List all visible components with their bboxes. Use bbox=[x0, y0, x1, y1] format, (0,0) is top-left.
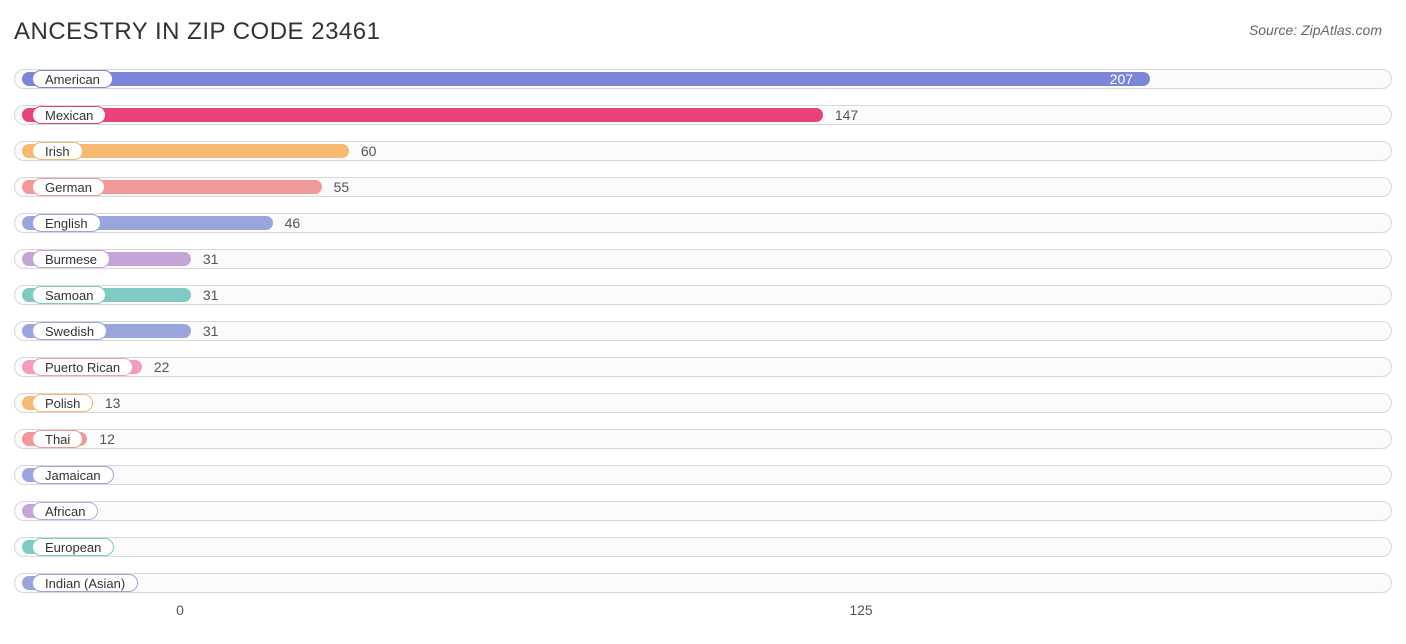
category-label: English bbox=[32, 214, 101, 232]
bar-value: 13 bbox=[105, 394, 121, 412]
category-label: African bbox=[32, 502, 98, 520]
header: ANCESTRY IN ZIP CODE 23461 Source: ZipAt… bbox=[14, 18, 1392, 46]
bar-row: 147 Mexican bbox=[14, 100, 1392, 130]
axis-tick: 125 bbox=[849, 602, 872, 618]
bar-row: 13 Polish bbox=[14, 388, 1392, 418]
bar-value: 12 bbox=[99, 430, 115, 448]
bar-row: 12 Thai bbox=[14, 424, 1392, 454]
bar-value: 60 bbox=[361, 142, 377, 160]
category-label: German bbox=[32, 178, 105, 196]
category-label: American bbox=[32, 70, 113, 88]
chart-area: 207 American 147 Mexican 60 Irish 55 German 46 En… bbox=[14, 64, 1392, 598]
bar-track bbox=[14, 321, 1392, 341]
chart-container: ANCESTRY IN ZIP CODE 23461 Source: ZipAt… bbox=[0, 0, 1406, 644]
category-label: Indian (Asian) bbox=[32, 574, 138, 592]
chart-title: ANCESTRY IN ZIP CODE 23461 bbox=[14, 18, 380, 46]
bar-track bbox=[14, 393, 1392, 413]
axis-tick: 0 bbox=[176, 602, 184, 618]
source-label: Source: ZipAtlas.com bbox=[1249, 18, 1392, 38]
category-label: Irish bbox=[32, 142, 83, 160]
bar-track bbox=[14, 357, 1392, 377]
category-label: Thai bbox=[32, 430, 83, 448]
x-axis: 0125250 bbox=[14, 602, 1392, 632]
bar-row: 207 American bbox=[14, 64, 1392, 94]
bar-row: 9Jamaican bbox=[14, 460, 1392, 490]
bar-row: 22 Puerto Rican bbox=[14, 352, 1392, 382]
category-label: Jamaican bbox=[32, 466, 114, 484]
bar-track bbox=[14, 429, 1392, 449]
bar-value: 31 bbox=[203, 322, 219, 340]
bar-track bbox=[14, 285, 1392, 305]
bar-track bbox=[14, 501, 1392, 521]
bar-value: 31 bbox=[203, 250, 219, 268]
bar-fill bbox=[22, 72, 1150, 86]
bar-row: 31 Swedish bbox=[14, 316, 1392, 346]
category-label: Swedish bbox=[32, 322, 107, 340]
bar-row: 46 English bbox=[14, 208, 1392, 238]
bar-row: 31 Samoan bbox=[14, 280, 1392, 310]
bar-value: 46 bbox=[285, 214, 301, 232]
bar-fill bbox=[22, 108, 823, 122]
category-label: European bbox=[32, 538, 114, 556]
bar-track bbox=[14, 465, 1392, 485]
bar-row: 60 Irish bbox=[14, 136, 1392, 166]
category-label: Mexican bbox=[32, 106, 106, 124]
bar-value: 31 bbox=[203, 286, 219, 304]
bar-track bbox=[14, 537, 1392, 557]
bar-row: 8European bbox=[14, 532, 1392, 562]
bar-track bbox=[14, 249, 1392, 269]
bar-value: 207 bbox=[1110, 70, 1133, 88]
bar-row: 8African bbox=[14, 496, 1392, 526]
bar-row: 31 Burmese bbox=[14, 244, 1392, 274]
bar-value: 22 bbox=[154, 358, 170, 376]
bar-value: 55 bbox=[334, 178, 350, 196]
bar-row: 8Indian (Asian) bbox=[14, 568, 1392, 598]
category-label: Puerto Rican bbox=[32, 358, 133, 376]
bar-row: 55 German bbox=[14, 172, 1392, 202]
bar-value: 147 bbox=[835, 106, 858, 124]
category-label: Burmese bbox=[32, 250, 110, 268]
category-label: Polish bbox=[32, 394, 93, 412]
category-label: Samoan bbox=[32, 286, 106, 304]
bar-track bbox=[14, 573, 1392, 593]
